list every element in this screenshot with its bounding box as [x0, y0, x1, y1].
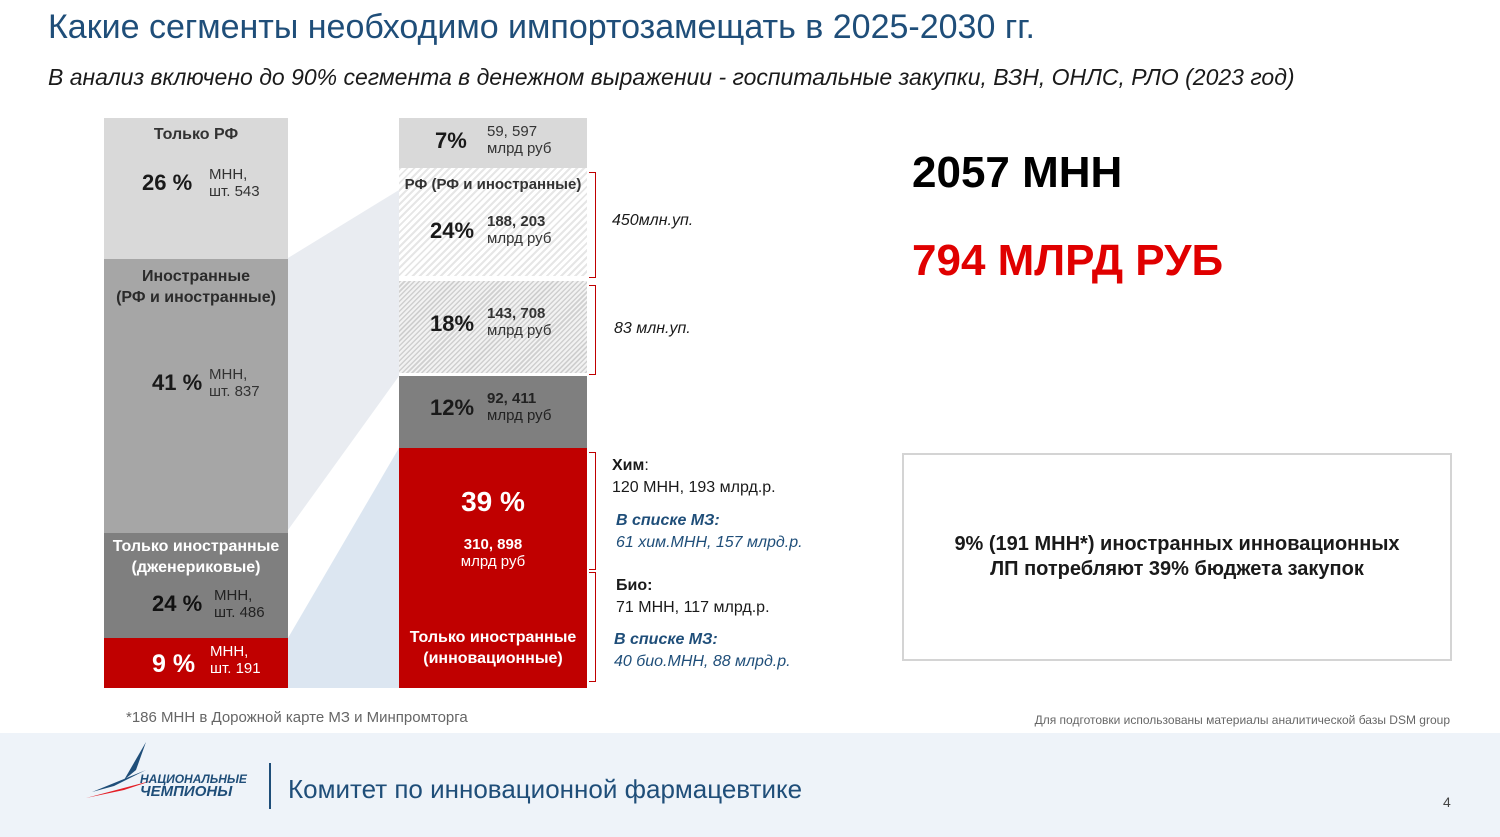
footnote: *186 МНН в Дорожной карте МЗ и Минпромто…: [126, 709, 468, 726]
segment-unit: МНН, шт. 543: [209, 166, 260, 200]
brace-18: [589, 285, 596, 375]
right-segment-18: 18% 143, 708 млрд руб: [399, 281, 587, 373]
total-mnn: 2057 МНН: [912, 148, 1123, 197]
right-segment-24: РФ (РФ и иностранные) 24% 188, 203 млрд р…: [399, 168, 587, 276]
source-note: Для подготовки использованы материалы ан…: [1034, 713, 1450, 727]
annotation-chem: Хим: 120 МНН, 193 млрд.р.: [612, 457, 776, 496]
left-segment-foreign-generic: Только иностранные (дженериковые) 24 % МН…: [104, 533, 288, 638]
callout-text: 9% (191 МНН*) иностранных инновационных …: [954, 533, 1400, 580]
segment-percent: 9 %: [152, 650, 196, 678]
logo-icon: [86, 742, 154, 798]
segment-label: Только иностранные (дженериковые): [112, 538, 280, 576]
segment-label: Иностранные (РФ и иностранные): [116, 268, 276, 306]
page-subtitle: В анализ включено до 90% сегмента в дене…: [48, 64, 1295, 90]
segment-value: 143, 708 млрд руб: [487, 305, 552, 339]
logo-text: НАЦИОНАЛЬНЫЕ ЧЕМПИОНЫ: [140, 772, 247, 800]
left-segment-only-rf: Только РФ 26 % МНН, шт. 543: [104, 118, 288, 259]
total-rub: 794 МЛРД РУБ: [912, 236, 1224, 285]
segment-label: РФ (РФ и иностранные): [404, 176, 582, 193]
right-segment-12: 12% 92, 411 млрд руб: [399, 376, 587, 448]
committee-name: Комитет по инновационной фармацевтике: [288, 774, 803, 804]
segment-percent: 24%: [430, 218, 475, 243]
segment-percent: 41 %: [152, 370, 203, 395]
annotation-bio: Био: 71 МНН, 117 млрд.р.: [616, 577, 770, 616]
page-title: Какие сегменты необходимо импортозамещат…: [48, 8, 1035, 46]
segment-value: 310, 898 млрд руб: [460, 536, 526, 570]
left-segment-foreign-innovative: 9 % МНН, шт. 191: [104, 638, 288, 688]
connector-lower: [288, 448, 399, 688]
segment-unit: МНН, шт. 486: [214, 587, 265, 621]
brace-24: [589, 172, 596, 278]
right-segment-7: 7% 59, 597 млрд руб: [399, 118, 587, 168]
annotation-83: 83 млн.уп.: [614, 320, 691, 337]
segment-percent: 26 %: [142, 170, 193, 195]
footer-band: [0, 733, 1500, 837]
segment-unit: МНН, шт. 837: [209, 366, 260, 400]
right-segment-39: 39 % 310, 898 млрд руб Только иностранные…: [399, 448, 587, 688]
segment-label: Только РФ: [153, 126, 239, 143]
annotation-chem-list: В списке МЗ: 61 хим.МНН, 157 млрд.р.: [616, 512, 803, 551]
segment-label: Только иностранные (инновационные): [409, 629, 577, 667]
segment-value: 59, 597 млрд руб: [487, 123, 552, 157]
page-number: 4: [1443, 794, 1451, 810]
left-segment-foreign-mixed: Иностранные (РФ и иностранные) 41 % МНН, ш…: [104, 259, 288, 533]
brace-bio: [589, 572, 596, 682]
callout-box: 9% (191 МНН*) иностранных инновационных …: [902, 453, 1452, 661]
annotation-450: 450млн.уп.: [612, 212, 694, 229]
segment-percent: 18%: [430, 311, 475, 336]
segment-unit: МНН, шт. 191: [210, 643, 261, 677]
footer-separator: [269, 763, 271, 809]
segment-percent: 39 %: [461, 486, 525, 517]
segment-percent: 12%: [430, 395, 475, 420]
annotation-bio-list: В списке МЗ: 40 био.МНН, 88 млрд.р.: [614, 631, 791, 670]
connector-upper: [288, 190, 399, 530]
segment-value: 92, 411 млрд руб: [487, 390, 552, 424]
brace-chem: [589, 452, 596, 570]
segment-percent: 24 %: [152, 591, 203, 616]
segment-value: 188, 203 млрд руб: [487, 213, 552, 247]
segment-percent: 7%: [435, 128, 467, 153]
